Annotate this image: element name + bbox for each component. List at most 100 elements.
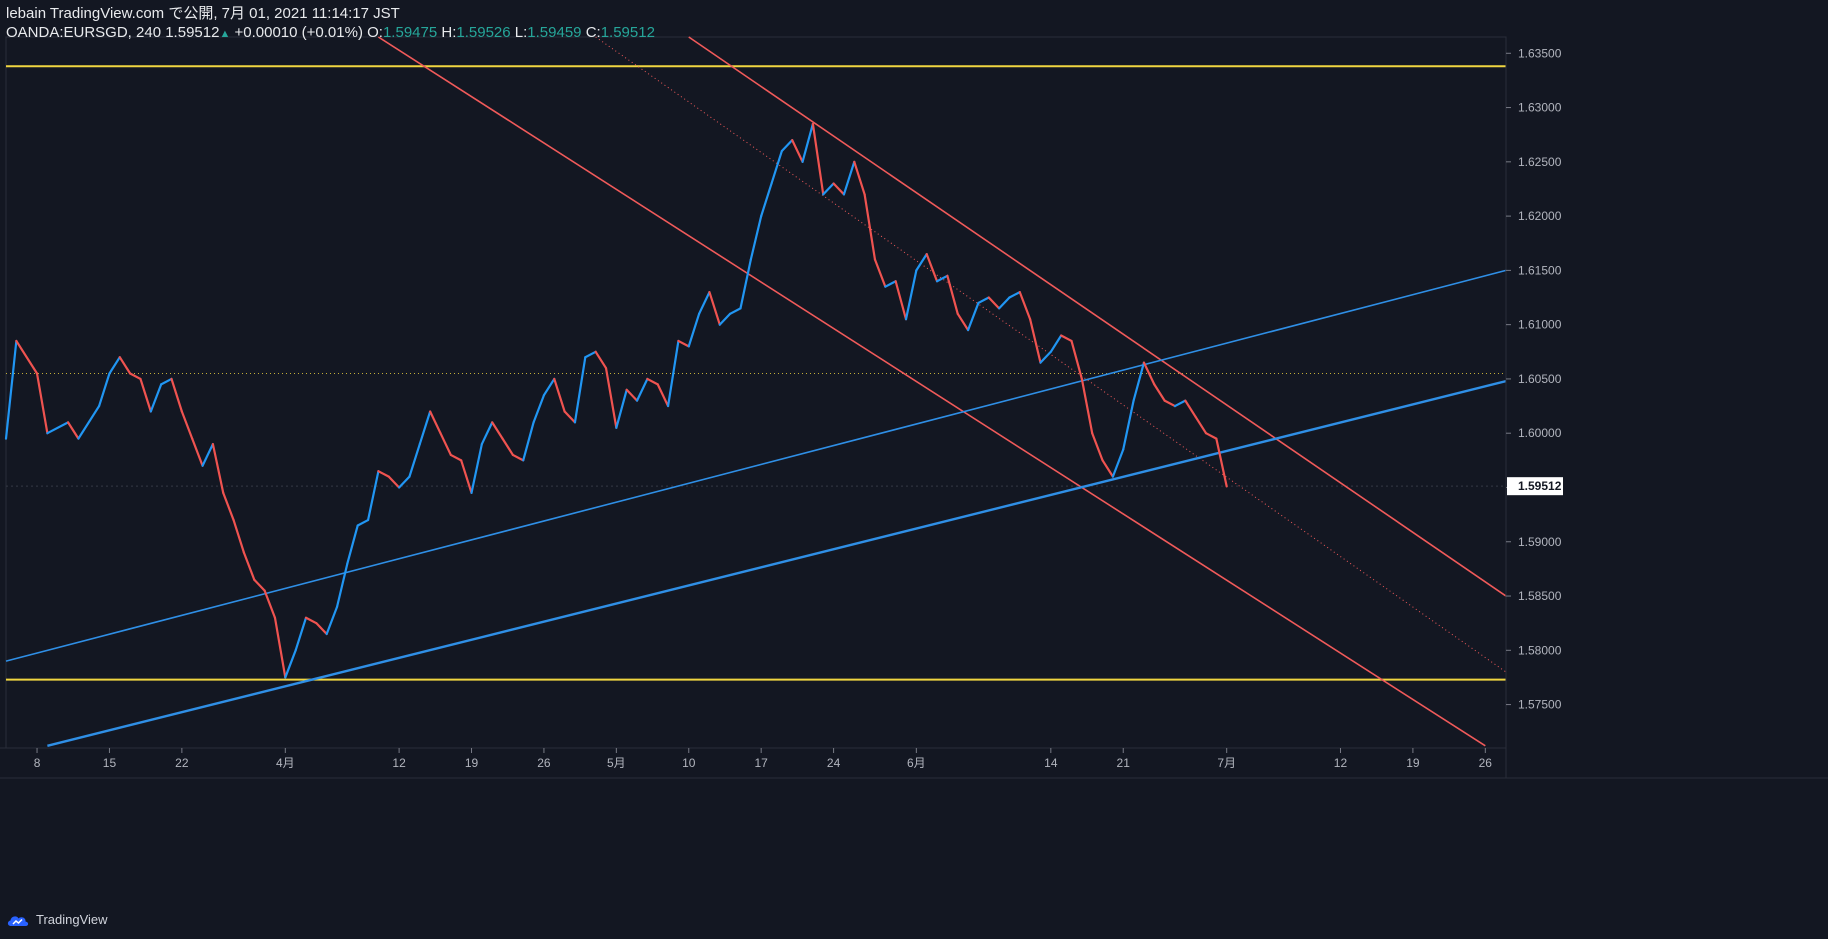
price-segment: [242, 551, 256, 581]
time-tick-label: 15: [103, 756, 117, 770]
price-segment: [191, 437, 204, 467]
time-tick-label: 22: [175, 756, 189, 770]
time-tick-label: 8: [34, 756, 41, 770]
price-segment: [77, 404, 101, 440]
price-segment: [1091, 432, 1104, 462]
price-segment: [273, 616, 287, 679]
price-tick-label: 1.58000: [1518, 643, 1562, 657]
price-tick-label: 1.57500: [1518, 698, 1562, 712]
time-tick-label: 24: [827, 756, 841, 770]
price-segment: [108, 356, 121, 375]
price-segment: [956, 312, 970, 332]
brand-label: TradingView: [36, 912, 108, 927]
price-tick-label: 1.63000: [1518, 101, 1562, 115]
price-segment: [977, 296, 990, 305]
price-segment: [718, 312, 732, 326]
trend-line-blue-channel-lower: [47, 379, 1507, 747]
price-segment: [522, 421, 535, 462]
line-layer: [5, 36, 1507, 749]
price-segment: [873, 258, 887, 288]
ohlc-line: OANDA:EURSGD, 240 1.59512▲ +0.00010 (+0.…: [6, 23, 655, 44]
price-segment: [842, 160, 856, 196]
trend-line-red-channel-upper: [688, 36, 1507, 597]
price-segment: [253, 578, 266, 592]
price-tick-label: 1.63500: [1518, 46, 1562, 60]
price-segment: [946, 274, 959, 315]
price-segment: [604, 366, 618, 429]
time-tick-label: 26: [537, 756, 551, 770]
price-segment: [729, 307, 742, 315]
price-segment: [170, 377, 183, 413]
time-tick-label: 17: [754, 756, 768, 770]
price-segment: [625, 388, 639, 402]
time-tick-label: 12: [392, 756, 406, 770]
tradingview-logo[interactable]: TradingView: [6, 912, 108, 927]
price-segment: [1060, 334, 1073, 343]
price-segment: [698, 290, 711, 315]
price-segment: [1122, 399, 1135, 451]
price-axis: 1.63500 1.63000 1.62500 1.62000 1.61500 1.610…: [1505, 37, 1563, 778]
time-tick-label: 14: [1044, 756, 1058, 770]
time-tick-label: 21: [1117, 756, 1131, 770]
price-segment: [315, 622, 328, 636]
price-segment: [998, 296, 1011, 310]
price-segment: [915, 252, 928, 272]
price-segment: [863, 193, 877, 261]
last-price-tag: [1507, 477, 1563, 496]
price-segment: [708, 290, 721, 326]
price-segment: [1215, 437, 1228, 488]
price-segment: [284, 649, 297, 679]
time-tick-label: 19: [1406, 756, 1420, 770]
price-segment: [884, 280, 897, 288]
trend-line-red-channel-lower: [377, 36, 1486, 747]
time-tick-label: 19: [465, 756, 479, 770]
price-segment: [66, 421, 80, 440]
publish-line: lebain TradingView.com で公開, 7月 01, 2021 …: [6, 5, 400, 22]
price-segment: [1163, 399, 1177, 408]
price-segment: [201, 442, 214, 467]
price-segment: [811, 122, 825, 196]
time-tick-label: 26: [1479, 756, 1493, 770]
price-segment: [760, 182, 773, 218]
price-segment: [418, 410, 432, 446]
price-segment: [139, 377, 152, 413]
time-tick-label: 4月: [276, 756, 295, 770]
price-segment: [211, 442, 225, 495]
price-segment: [346, 524, 359, 565]
price-segment: [687, 312, 701, 348]
price-segment: [480, 421, 494, 446]
price-segment: [656, 383, 670, 408]
price-segment: [15, 339, 39, 375]
price-segment: [387, 475, 401, 489]
price-segment: [542, 377, 556, 397]
price-segment: [780, 139, 794, 153]
price-segment: [294, 616, 308, 652]
price-segment: [222, 491, 235, 522]
price-segment: [160, 377, 173, 386]
price-segment: [1039, 350, 1052, 364]
price-segment: [935, 274, 949, 283]
price-segment: [1111, 448, 1125, 478]
price-segment: [987, 296, 1001, 310]
price-tick-label: 1.60500: [1518, 372, 1562, 386]
price-segment: [739, 258, 752, 310]
price-segment: [1008, 290, 1021, 299]
time-tick-label: 12: [1334, 756, 1348, 770]
price-segment: [635, 377, 649, 402]
high-label: H:: [441, 24, 457, 41]
price-segment: [1142, 361, 1156, 386]
cloud-icon: [7, 915, 29, 926]
price-segment: [904, 269, 918, 321]
symbol-label: OANDA:EURSGD, 240: [6, 24, 162, 41]
price-segment: [491, 421, 504, 440]
price-segment: [1029, 318, 1042, 364]
price-segment: [356, 518, 370, 527]
price-segment: [594, 350, 608, 370]
close-value: 1.59512: [600, 24, 655, 41]
price-tick-label: 1.58500: [1518, 589, 1562, 603]
time-axis: 8 15 22 4月 12 19 26 5月 10 17 24 6月 14 21 7月 12 19 26: [0, 747, 1828, 779]
price-segment: [646, 377, 659, 386]
price-segment: [46, 421, 70, 435]
